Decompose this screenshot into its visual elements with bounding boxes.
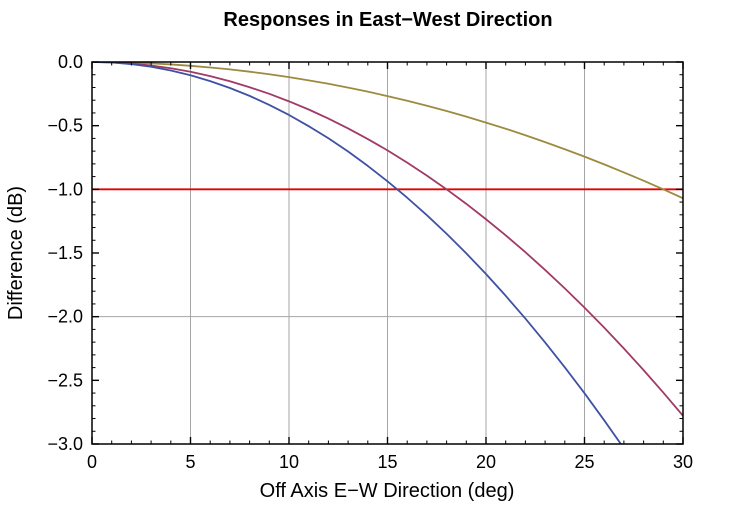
y-tick-label: −3.0 <box>47 434 83 454</box>
y-tick-label: −2.0 <box>47 307 83 327</box>
x-tick-label: 15 <box>377 452 397 472</box>
x-tick-label: 25 <box>574 452 594 472</box>
series-layer <box>92 62 683 444</box>
y-tick-label: −2.5 <box>47 370 83 390</box>
x-tick-label: 30 <box>673 452 693 472</box>
series-purple-curve <box>92 62 683 417</box>
x-tick-label: 0 <box>87 452 97 472</box>
x-axis-label: Off Axis E−W Direction (deg) <box>260 480 515 502</box>
x-tick-label: 20 <box>476 452 496 472</box>
ticks-layer <box>91 61 684 445</box>
gridlines-layer <box>92 62 683 444</box>
x-tick-label: 10 <box>279 452 299 472</box>
series-blue-curve <box>92 62 622 444</box>
y-tick-label: −1.5 <box>47 243 83 263</box>
x-tick-label: 5 <box>185 452 195 472</box>
tick-labels-layer: 0 5 10 15 20 25 30 0.0 −0.5 −1.0 −1.5 −2.0 −2.5 −3.0 <box>47 52 693 472</box>
y-axis-label: Difference (dB) <box>5 186 27 320</box>
chart-title: Responses in East−West Direction <box>223 9 552 31</box>
y-tick-label: 0.0 <box>58 52 83 72</box>
y-tick-label: −0.5 <box>47 116 83 136</box>
y-tick-label: −1.0 <box>47 179 83 199</box>
